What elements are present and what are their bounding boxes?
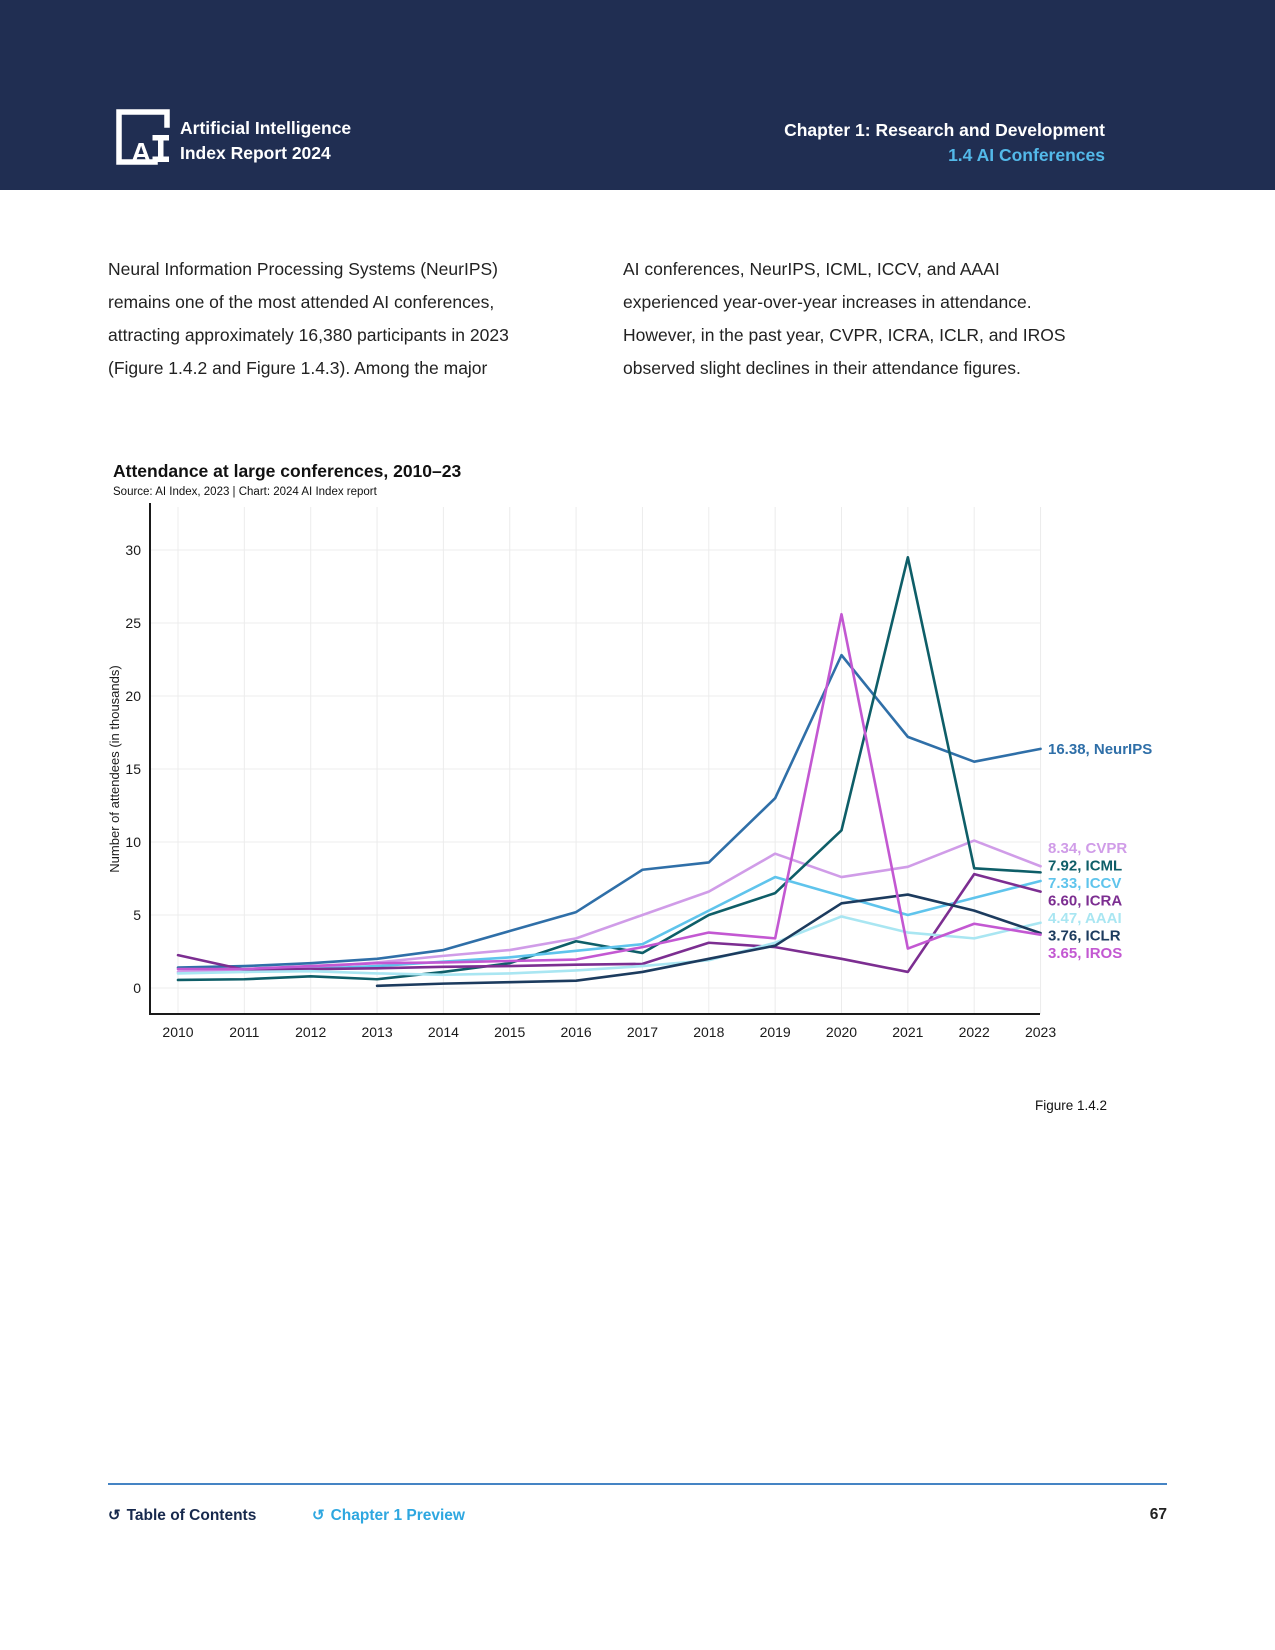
svg-text:15: 15 <box>125 761 141 777</box>
return-arrow-icon: ↺ <box>312 1507 325 1524</box>
svg-text:8.34, CVPR: 8.34, CVPR <box>1048 840 1127 857</box>
svg-text:2015: 2015 <box>494 1024 525 1040</box>
table-of-contents-label: Table of Contents <box>126 1507 257 1524</box>
svg-text:7.33, ICCV: 7.33, ICCV <box>1048 875 1121 892</box>
svg-text:10: 10 <box>125 834 141 850</box>
chart-title: Attendance at large conferences, 2010–23 <box>113 461 462 481</box>
return-arrow-icon: ↺ <box>108 1507 121 1524</box>
svg-text:2020: 2020 <box>826 1024 857 1040</box>
svg-text:20: 20 <box>125 688 141 704</box>
svg-text:2021: 2021 <box>892 1024 923 1040</box>
svg-text:3.76, ICLR: 3.76, ICLR <box>1048 927 1121 944</box>
page-number: 67 <box>1149 1506 1167 1523</box>
svg-text:2017: 2017 <box>627 1024 658 1040</box>
svg-text:2014: 2014 <box>428 1024 459 1040</box>
chart-source: Source: AI Index, 2023 | Chart: 2024 AI … <box>113 486 377 498</box>
body-column-left: Neural Information Processing Systems (N… <box>108 259 509 378</box>
figure-caption: Figure 1.4.2 <box>1034 1098 1107 1113</box>
footer-divider <box>108 1483 1167 1485</box>
svg-text:25: 25 <box>125 615 141 631</box>
svg-text:2011: 2011 <box>229 1024 259 1040</box>
svg-text:Number of attendees (in thousa: Number of attendees (in thousands) <box>107 665 122 872</box>
svg-text:2013: 2013 <box>361 1024 392 1040</box>
svg-text:2010: 2010 <box>162 1024 193 1040</box>
section-title: 1.4 AI Conferences <box>948 145 1105 165</box>
logo-title: Artificial Intelligence Index Report 202… <box>180 118 352 163</box>
attendance-line-chart: 0 5 10 15 20 25 30 2010 2011 2012 2013 2014 2015 2016… <box>107 503 1152 1040</box>
svg-text:0: 0 <box>133 980 141 996</box>
svg-text:16.38, NeurIPS: 16.38, NeurIPS <box>1048 741 1152 758</box>
svg-text:2023: 2023 <box>1025 1024 1056 1040</box>
chapter-preview-link[interactable]: ↺ Chapter 1 Preview <box>312 1506 465 1525</box>
svg-text:A: A <box>131 137 151 168</box>
svg-text:6.60, ICRA: 6.60, ICRA <box>1048 892 1122 909</box>
header-bar: A Artificial Intelligence Index Report 2… <box>0 0 1275 190</box>
svg-text:2019: 2019 <box>760 1024 791 1040</box>
chapter-preview-label: Chapter 1 Preview <box>330 1507 465 1524</box>
header-right: Chapter 1: Research and Development 1.4 … <box>784 118 1105 168</box>
svg-text:2012: 2012 <box>295 1024 326 1040</box>
svg-text:30: 30 <box>125 542 141 558</box>
svg-text:4.47, AAAI: 4.47, AAAI <box>1048 910 1122 927</box>
table-of-contents-link[interactable]: ↺ Table of Contents <box>108 1506 256 1525</box>
body-column-right: AI conferences, NeurIPS, ICML, ICCV, and… <box>623 259 1066 378</box>
chapter-title: Chapter 1: Research and Development <box>784 120 1105 140</box>
svg-text:5: 5 <box>133 907 141 923</box>
svg-text:2022: 2022 <box>959 1024 990 1040</box>
svg-text:2016: 2016 <box>561 1024 592 1040</box>
svg-text:2018: 2018 <box>693 1024 724 1040</box>
svg-text:3.65, IROS: 3.65, IROS <box>1048 945 1122 962</box>
svg-text:7.92, ICML: 7.92, ICML <box>1048 857 1122 874</box>
ai-index-logo-icon: A <box>116 109 170 168</box>
